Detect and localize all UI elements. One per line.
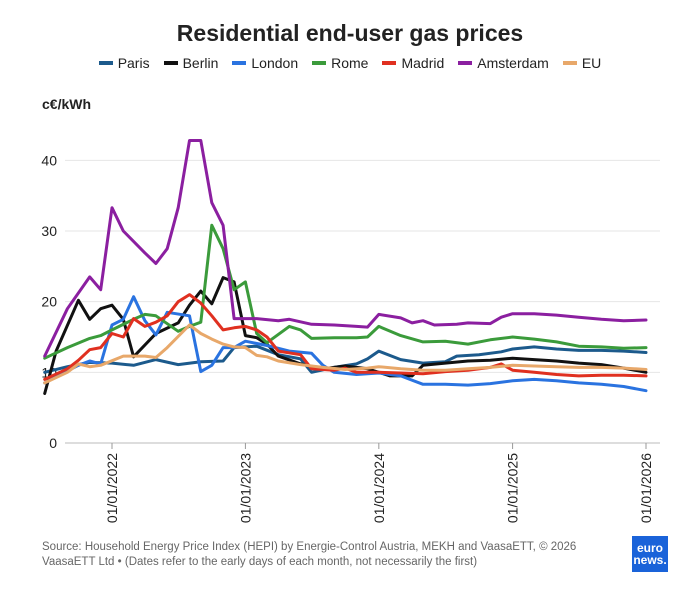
logo-text-line2: news. [633, 553, 667, 567]
legend-label: Madrid [401, 55, 445, 71]
x-axis-ticks: 01/01/2022 01/01/2023 01/01/2024 01/01/2025… [104, 443, 654, 523]
legend-swatch [312, 61, 327, 65]
x-tick-label: 01/01/2023 [237, 453, 253, 523]
legend-item-berlin[interactable]: Berlin [163, 55, 219, 71]
legend-label: EU [581, 55, 602, 71]
y-tick-label: 0 [49, 435, 57, 451]
x-tick-label: 01/01/2026 [638, 453, 654, 523]
legend-swatch [163, 61, 178, 65]
legend-item-rome[interactable]: Rome [312, 55, 368, 71]
y-tick-label: 20 [41, 294, 57, 310]
legend-swatch [382, 61, 397, 65]
legend-item-madrid[interactable]: Madrid [382, 55, 444, 71]
euronews-logo[interactable]: euro news. [632, 536, 668, 572]
series-lines [43, 139, 648, 395]
series-line-berlin[interactable] [43, 276, 648, 395]
legend-item-amsterdam[interactable]: Amsterdam [458, 55, 549, 71]
legend-item-london[interactable]: London [232, 55, 298, 71]
legend-label: Berlin [182, 55, 219, 71]
x-tick-label: 01/01/2024 [371, 453, 387, 523]
legend: Paris Berlin London Rome Madrid Amsterdam EU [0, 55, 700, 71]
legend-item-paris[interactable]: Paris [98, 55, 150, 71]
legend-label: Paris [117, 55, 150, 71]
legend-item-eu[interactable]: EU [562, 55, 602, 71]
series-line-london[interactable] [43, 295, 648, 393]
logo-text-line1: euro [636, 541, 663, 555]
series-line-rome[interactable] [43, 223, 648, 360]
x-tick-label: 01/01/2025 [505, 453, 521, 523]
series-line-eu[interactable] [43, 323, 648, 385]
source-note: Source: Household Energy Price Index (HE… [42, 541, 577, 568]
series-line-paris[interactable] [43, 344, 648, 374]
y-axis-unit-label: c€/kWh [42, 96, 92, 112]
legend-swatch [98, 61, 113, 65]
legend-label: Amsterdam [477, 55, 549, 71]
series-line-amsterdam[interactable] [43, 139, 648, 358]
chart-title: Residential end-user gas prices [176, 20, 524, 46]
y-tick-label: 30 [41, 223, 57, 239]
y-tick-label: 40 [41, 152, 57, 168]
legend-swatch [232, 61, 247, 65]
legend-swatch [458, 61, 473, 65]
legend-label: London [251, 55, 299, 71]
grid-lines [65, 159, 660, 444]
x-tick-label: 01/01/2022 [104, 453, 120, 523]
legend-swatch [562, 61, 577, 65]
legend-label: Rome [331, 55, 369, 71]
